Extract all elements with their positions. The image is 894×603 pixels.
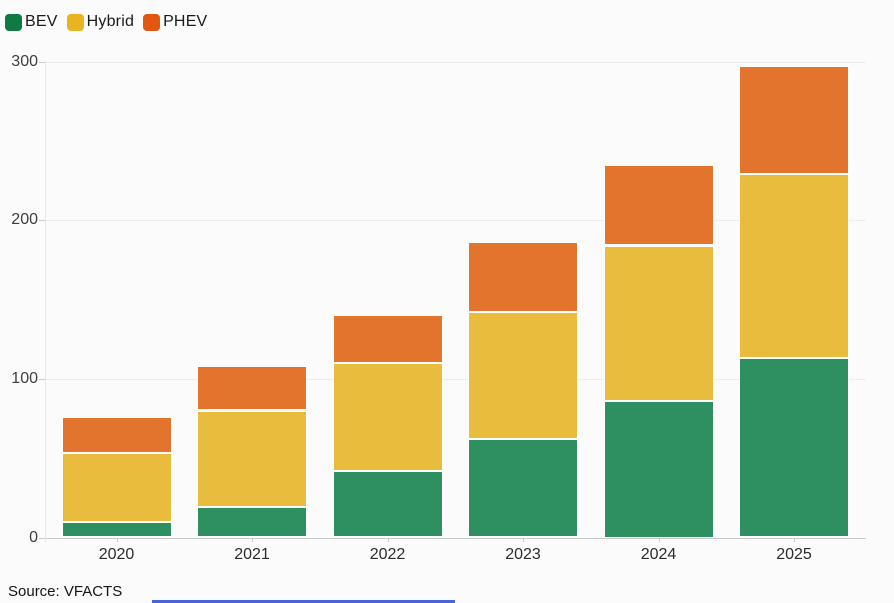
y-axis-tick-300 (39, 61, 45, 63)
y-axis-label-300: 300 (11, 52, 38, 70)
legend-label: BEV (25, 13, 58, 30)
legend-label: PHEV (163, 13, 208, 30)
legend-label: Hybrid (86, 13, 135, 30)
bar-segment-2022-bev[interactable] (332, 470, 443, 538)
y-axis-tick-0 (39, 537, 45, 539)
bar-segment-2021-hybrid[interactable] (197, 410, 307, 508)
x-axis-label-2025: 2025 (776, 546, 812, 563)
x-axis-label-2023: 2023 (505, 546, 541, 563)
bar-segment-2024-hybrid[interactable] (603, 245, 714, 402)
bar-segment-2025-bev[interactable] (739, 358, 849, 538)
x-axis-tick-2020 (116, 538, 118, 542)
y-axis-tick-100 (39, 378, 45, 380)
chart-legend: BEV Hybrid PHEV (5, 13, 207, 31)
gridline-y-300 (45, 61, 866, 63)
y-axis-line (45, 61, 46, 542)
x-axis-tick-2023 (523, 538, 524, 542)
x-axis-label-2020: 2020 (98, 546, 135, 563)
bar-segment-2025-phev[interactable] (739, 66, 849, 175)
bar-segment-2022-hybrid[interactable] (332, 363, 443, 471)
bottom-edge-blue-strip (152, 600, 455, 603)
bar-segment-2023-bev[interactable] (468, 439, 578, 538)
gridline-y-100 (45, 378, 866, 380)
bar-segment-2020-bev[interactable] (61, 521, 172, 538)
bar-segment-2020-phev[interactable] (61, 416, 172, 454)
legend-swatch-icon (143, 13, 161, 31)
x-axis-label-2024: 2024 (640, 546, 677, 563)
x-axis-label-2021: 2021 (234, 546, 270, 563)
legend-item-bev[interactable]: BEV (5, 13, 58, 31)
bar-segment-2025-hybrid[interactable] (739, 174, 849, 359)
gridline-y-200 (45, 220, 866, 222)
x-axis-label-2022: 2022 (369, 546, 406, 563)
source-attribution: Source: VFACTS (8, 583, 123, 600)
legend-item-phev[interactable]: PHEV (143, 13, 207, 31)
x-axis-tick-2025 (794, 538, 795, 542)
bar-segment-2024-bev[interactable] (603, 401, 714, 538)
y-axis-tick-200 (39, 220, 45, 222)
y-axis-label-100: 100 (11, 369, 38, 387)
y-axis-label-200: 200 (11, 211, 38, 229)
gridline-y-0 (45, 537, 866, 539)
bar-segment-2021-phev[interactable] (197, 366, 307, 411)
x-axis-tick-2022 (387, 538, 389, 542)
bar-segment-2020-hybrid[interactable] (61, 453, 172, 522)
legend-item-hybrid[interactable]: Hybrid (66, 13, 135, 31)
bar-segment-2023-hybrid[interactable] (468, 312, 578, 440)
bar-segment-2024-phev[interactable] (603, 164, 714, 246)
bar-segment-2022-phev[interactable] (332, 315, 443, 363)
x-axis-tick-2021 (252, 538, 253, 542)
y-axis-label-0: 0 (29, 528, 38, 546)
x-axis-tick-2024 (658, 538, 660, 542)
bar-segment-2023-phev[interactable] (468, 242, 578, 313)
legend-swatch-icon (66, 13, 84, 31)
legend-swatch-icon (5, 13, 22, 31)
bar-segment-2021-bev[interactable] (197, 507, 307, 538)
